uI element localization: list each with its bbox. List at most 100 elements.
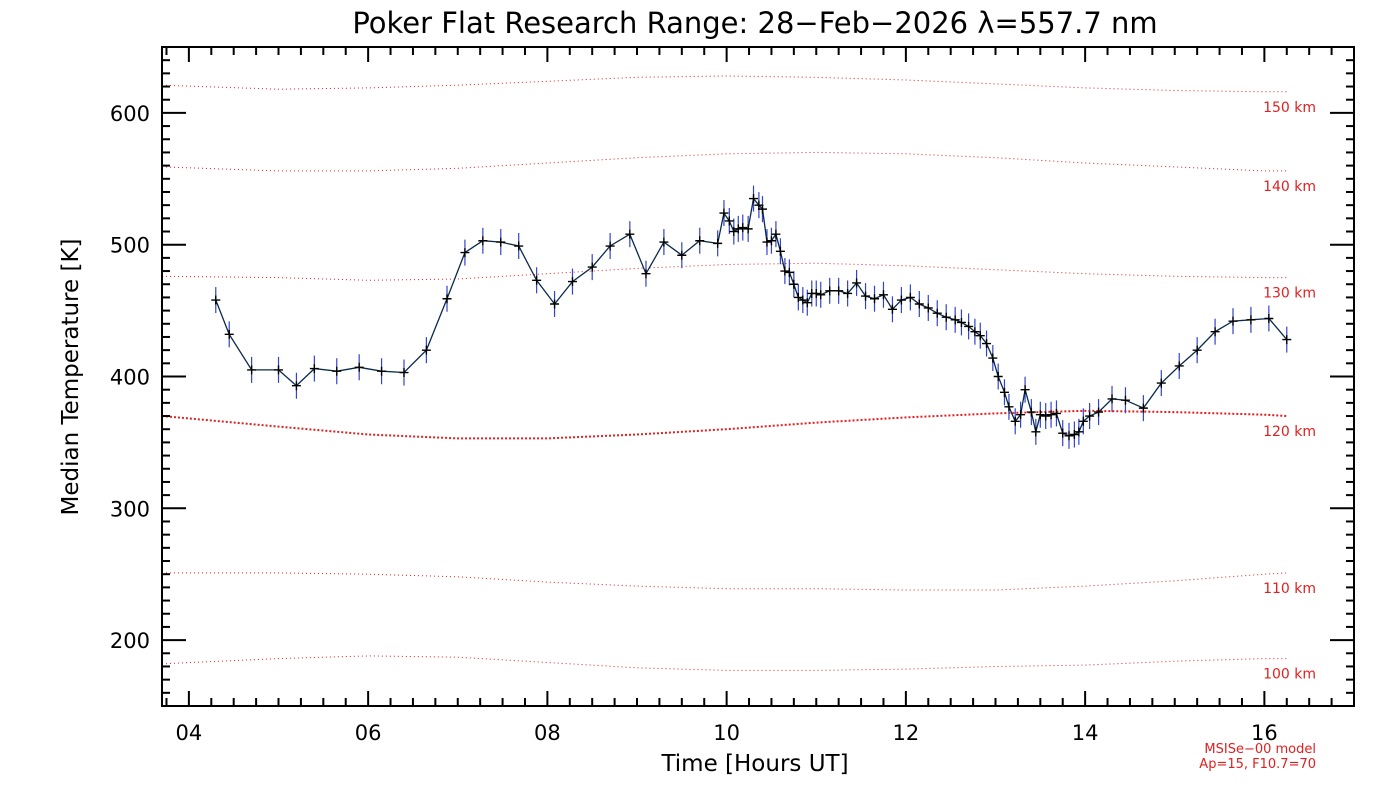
data-point xyxy=(274,365,284,375)
data-point xyxy=(695,236,705,246)
data-point xyxy=(1051,408,1061,418)
data-point xyxy=(587,262,597,272)
data-point xyxy=(852,278,862,288)
data-point xyxy=(789,279,799,289)
data-point xyxy=(211,295,221,305)
axis-ticks xyxy=(162,46,1355,707)
data-point xyxy=(743,224,753,234)
data-point xyxy=(1020,385,1030,395)
data-point xyxy=(724,216,734,226)
data-point xyxy=(625,229,635,239)
model-curve-110-km xyxy=(162,572,1287,591)
data-point xyxy=(1246,315,1256,325)
data-point-markers xyxy=(211,194,1292,441)
data-point xyxy=(749,194,759,204)
model-curve-120-km xyxy=(161,409,1287,440)
y-tick-label: 500 xyxy=(110,234,150,258)
data-point xyxy=(1264,314,1274,324)
model-curve-150-km xyxy=(161,75,1287,93)
data-point xyxy=(1078,416,1088,426)
data-point xyxy=(1016,410,1026,420)
data-point xyxy=(964,321,974,331)
chart-title: Poker Flat Research Range: 28−Feb−2026 λ… xyxy=(352,6,1157,40)
data-point xyxy=(421,345,431,355)
data-point xyxy=(1174,361,1184,371)
data-point xyxy=(932,308,942,318)
data-point xyxy=(514,241,524,251)
data-point xyxy=(677,250,687,260)
data-point xyxy=(1210,327,1220,337)
data-point xyxy=(332,366,342,376)
data-point xyxy=(1094,407,1104,417)
data-point xyxy=(887,304,897,314)
data-point xyxy=(811,288,821,298)
data-point xyxy=(1282,335,1292,345)
x-tick-label: 08 xyxy=(534,721,561,745)
data-point xyxy=(309,364,319,374)
model-curve-label-120-km: 120 km xyxy=(1263,424,1316,440)
data-point xyxy=(291,381,301,391)
data-point xyxy=(550,299,560,309)
data-point xyxy=(1138,403,1148,413)
model-curve-140-km xyxy=(161,151,1287,172)
data-point xyxy=(1046,410,1056,420)
data-point xyxy=(377,366,387,376)
y-tick-label: 400 xyxy=(110,366,150,390)
x-tick-label: 12 xyxy=(893,721,920,745)
y-tick-label: 600 xyxy=(110,102,150,126)
data-point xyxy=(905,292,915,302)
y-axis-label: Median Temperature [K] xyxy=(58,239,84,516)
data-point xyxy=(970,327,980,337)
model-curve-label-100-km: 100 km xyxy=(1263,667,1316,683)
data-point xyxy=(1192,345,1202,355)
data-point xyxy=(733,224,743,234)
data-point xyxy=(719,208,729,218)
data-point xyxy=(923,303,933,313)
data-point xyxy=(914,299,924,309)
data-point xyxy=(1156,378,1166,388)
data-point xyxy=(659,237,669,247)
data-point xyxy=(834,286,844,296)
data-point xyxy=(567,277,577,287)
data-point xyxy=(843,288,853,298)
data-point xyxy=(1031,427,1041,437)
model-curve-label-130-km: 130 km xyxy=(1263,286,1316,302)
y-tick-labels: 200 300 400 500 600 xyxy=(110,102,150,653)
data-point xyxy=(478,236,488,246)
data-point xyxy=(713,238,723,248)
plot-frame xyxy=(161,46,1355,707)
data-point xyxy=(1058,428,1068,438)
data-point xyxy=(1074,427,1084,437)
x-tick-label: 06 xyxy=(355,721,382,745)
data-point xyxy=(399,368,409,378)
error-bars xyxy=(215,185,1288,449)
data-point xyxy=(641,269,651,279)
data-point xyxy=(762,237,772,247)
data-point xyxy=(870,294,880,304)
data-point xyxy=(780,266,790,276)
data-point xyxy=(442,294,452,304)
model-curve-labels: 100 km 110 km 120 km 130 km 140 km 150 km xyxy=(1263,100,1316,683)
x-tick-label: 16 xyxy=(1251,721,1278,745)
data-point xyxy=(1041,411,1051,421)
y-tick-label: 200 xyxy=(110,629,150,653)
data-point xyxy=(1085,411,1095,421)
data-point xyxy=(878,290,888,300)
y-tick-label: 300 xyxy=(110,497,150,521)
data-point xyxy=(605,241,615,251)
data-point xyxy=(950,315,960,325)
x-tick-labels: 04 06 08 10 12 14 16 xyxy=(176,721,1278,745)
data-point xyxy=(975,331,985,341)
data-point xyxy=(1010,416,1020,426)
model-curves xyxy=(161,75,1287,671)
data-point xyxy=(941,312,951,322)
data-point xyxy=(1228,316,1238,326)
data-point xyxy=(896,295,906,305)
data-point xyxy=(816,290,826,300)
data-point xyxy=(460,248,470,258)
data-point xyxy=(1064,431,1074,441)
x-tick-label: 14 xyxy=(1072,721,1099,745)
model-note-line-2: Ap=15, F10.7=70 xyxy=(1199,757,1316,772)
data-point xyxy=(757,204,767,214)
